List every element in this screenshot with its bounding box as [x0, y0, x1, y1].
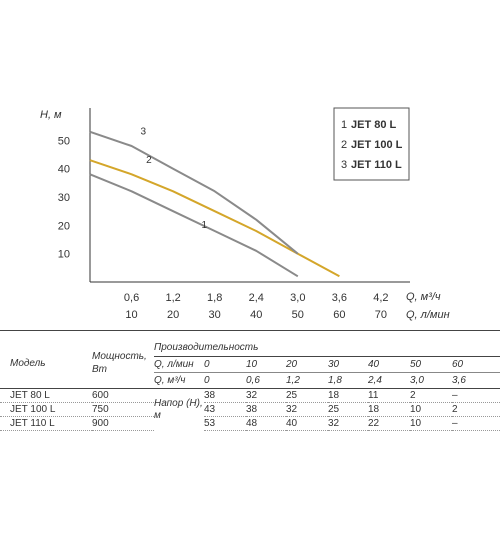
legend-number: 2 — [341, 139, 347, 151]
legend-item-name: JET 100 L — [351, 139, 403, 151]
column-header-performance: Производительность — [154, 341, 259, 353]
table-cell-value: 10 — [410, 416, 452, 431]
series-layer: 1 2 3 — [89, 127, 340, 278]
table-cell-value: 32 — [246, 388, 286, 403]
x-tick-label-m3h: 3,0 — [290, 292, 305, 304]
series-line-3 — [89, 130, 299, 255]
table-cell-value: 53 — [204, 416, 246, 431]
table-cell-value: – — [452, 388, 500, 403]
table-header-q-m3h: 0,6 — [246, 372, 286, 389]
table-cell-value: 38 — [204, 388, 246, 403]
table-header-q-lmin: 60 — [452, 356, 500, 373]
table-header-q-m3h: 3,0 — [410, 372, 452, 389]
table-cell-value: 11 — [368, 388, 410, 403]
legend-item-name: JET 110 L — [351, 159, 402, 171]
table-cell-power: 750 — [92, 402, 154, 417]
x-tick-label-m3h: 3,6 — [332, 292, 347, 304]
y-tick-label: 30 — [58, 192, 70, 204]
x-tick-label-lmin: 20 — [167, 309, 179, 321]
table-cell-value: 2 — [452, 402, 500, 417]
column-header-power-text: Мощность, Вт — [92, 351, 147, 376]
table-cell-value: 22 — [368, 416, 410, 431]
table-header-q-m3h: 0 — [204, 372, 246, 389]
y-axis-label: H, м — [40, 109, 62, 121]
x-tick-label-lmin: 50 — [292, 309, 304, 321]
table-cell-value: 10 — [410, 402, 452, 417]
row-label-head-text: Напор (Н), м — [154, 397, 203, 421]
table-cell-value: 32 — [328, 416, 368, 431]
table-cell-value: 38 — [246, 402, 286, 417]
table-cell-value: – — [452, 416, 500, 431]
table-header-q-m3h: 3,6 — [452, 372, 500, 389]
x-tick-label-m3h: 2,4 — [249, 292, 264, 304]
table-header-q-lmin: 50 — [410, 356, 452, 373]
x-tick-label-m3h: 4,2 — [373, 292, 388, 304]
table-cell-value: 18 — [368, 402, 410, 417]
series-label-2: 2 — [146, 155, 152, 166]
table-cell-value: 2 — [410, 388, 452, 403]
x-tick-label-lmin: 30 — [209, 309, 221, 321]
x-axis-label-lmin: Q, л/мин — [406, 309, 450, 321]
table-header-q-lmin: 10 — [246, 356, 286, 373]
table-cell-value: 25 — [328, 402, 368, 417]
legend-number: 3 — [341, 159, 347, 171]
pump-performance-chart: H, м 10 20 30 40 50 1 2 3 0,6 10 1,2 20 1,8 30 2,4 40… — [40, 107, 450, 321]
x-tick-label-lmin: 10 — [125, 309, 137, 321]
x-tick-label-m3h: 1,2 — [165, 292, 180, 304]
table-cell-power: 600 — [92, 388, 154, 403]
y-tick-label: 20 — [58, 220, 70, 232]
table-cell-value: 40 — [286, 416, 328, 431]
y-tick-label: 10 — [58, 249, 70, 261]
table-header-q-lmin: 0 — [204, 356, 246, 373]
column-header-model: Модель — [10, 357, 46, 369]
table-cell-model: JET 110 L — [0, 416, 92, 431]
y-tick-labels: 10 20 30 40 50 — [58, 135, 70, 260]
performance-table: Модель Мощность, Вт Производительность Q… — [0, 330, 500, 431]
table-header-q-m3h: 1,8 — [328, 372, 368, 389]
series-line-1 — [89, 173, 299, 278]
y-tick-label: 50 — [58, 135, 70, 147]
row-label-q-m3h: Q, м³/ч — [154, 372, 204, 389]
table-cell-value: 32 — [286, 402, 328, 417]
axes — [89, 108, 410, 283]
x-tick-label-lmin: 40 — [250, 309, 262, 321]
series-label-1: 1 — [202, 220, 208, 231]
series-label-3: 3 — [141, 127, 147, 138]
legend-box — [333, 107, 410, 181]
row-label-q-lmin: Q, л/мин — [154, 356, 204, 373]
x-axis-label-m3h: Q, м³/ч — [406, 291, 441, 303]
table-cell-value: 43 — [204, 402, 246, 417]
legend-item-name: JET 80 L — [351, 119, 397, 131]
table-cell-power: 900 — [92, 416, 154, 431]
x-tick-label-lmin: 60 — [333, 309, 345, 321]
table-cell-value: 18 — [328, 388, 368, 403]
legend: 1 JET 80 L 2 JET 100 L 3 JET 110 L — [333, 107, 410, 181]
table-header-q-lmin: 20 — [286, 356, 328, 373]
legend-number: 1 — [341, 119, 347, 131]
table-header-q-m3h: 1,2 — [286, 372, 328, 389]
x-tick-label-m3h: 0,6 — [124, 292, 139, 304]
x-tick-label-lmin: 70 — [375, 309, 387, 321]
table-cell-value: 25 — [286, 388, 328, 403]
column-header-power: Мощность, Вт — [92, 339, 154, 389]
x-tick-labels: 0,6 10 1,2 20 1,8 30 2,4 40 3,0 50 3,6 60 4,2 70 — [124, 292, 389, 321]
table-header-q-m3h: 2,4 — [368, 372, 410, 389]
x-tick-label-m3h: 1,8 — [207, 292, 222, 304]
table-header-q-lmin: 30 — [328, 356, 368, 373]
series-line-2 — [89, 159, 340, 278]
table-cell-value: 48 — [246, 416, 286, 431]
table-cell-model: JET 80 L — [0, 388, 92, 403]
table-header-q-lmin: 40 — [368, 356, 410, 373]
performance-table-wrap: Модель Мощность, Вт Производительность Q… — [0, 330, 500, 431]
row-label-head: Напор (Н), м — [154, 388, 204, 431]
y-tick-label: 40 — [58, 164, 70, 176]
table-cell-model: JET 100 L — [0, 402, 92, 417]
